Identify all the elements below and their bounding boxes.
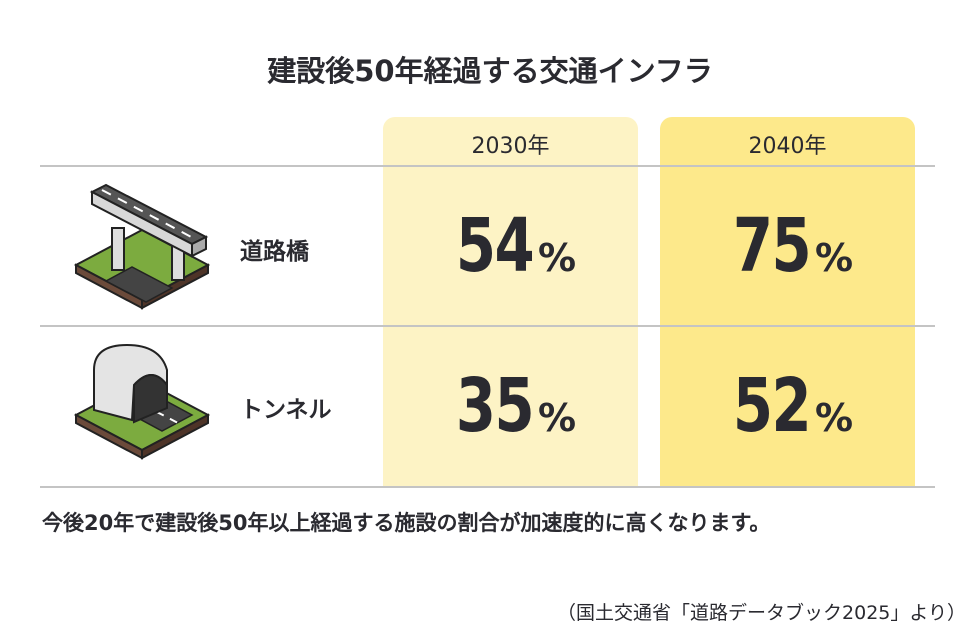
cell-value: 35 <box>455 363 535 449</box>
cell-value: 52 <box>732 363 812 449</box>
cell: 35% <box>383 363 638 449</box>
unit: % <box>814 396 854 440</box>
tunnel-icon <box>73 343 211 460</box>
source: （国土交通省「道路データブック2025」より） <box>557 602 966 624</box>
row-label: トンネル <box>240 397 332 423</box>
row-rule <box>40 325 935 327</box>
note: 今後20年で建設後50年以上経過する施設の割合が加速度的に高くなります。 <box>42 511 771 535</box>
column-background <box>383 117 638 487</box>
unit: % <box>814 236 854 280</box>
row-rule <box>40 165 935 167</box>
column-header: 2040年 <box>748 134 827 159</box>
cell-value: 75 <box>732 203 812 289</box>
title: 建設後50年経過する交通インフラ <box>267 54 713 88</box>
row-label: 道路橋 <box>240 239 309 265</box>
cell: 52% <box>660 363 915 449</box>
unit: % <box>537 396 577 440</box>
column-background <box>660 117 915 487</box>
row-rule <box>40 486 935 488</box>
cell-value: 54 <box>455 203 535 289</box>
column-header: 2030年 <box>471 134 550 159</box>
bridge-icon <box>73 183 211 310</box>
unit: % <box>537 236 577 280</box>
cell: 75% <box>660 203 915 289</box>
cell: 54% <box>383 203 638 289</box>
